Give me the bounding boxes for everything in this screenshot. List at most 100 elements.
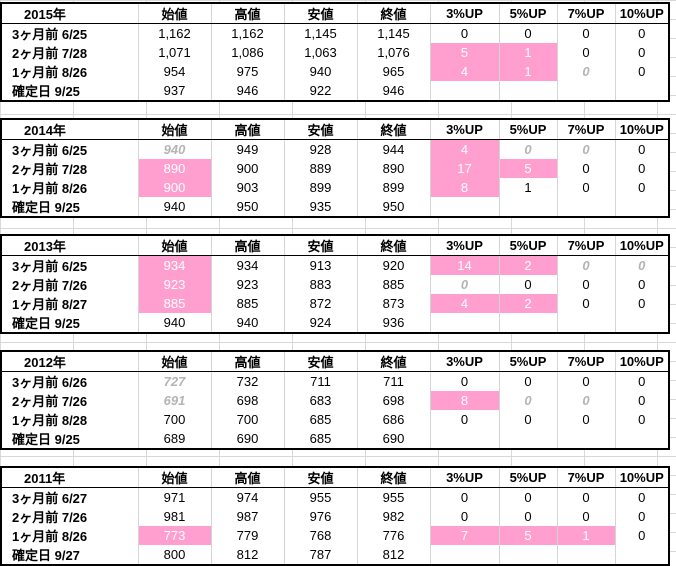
data-cell[interactable] [498,197,557,216]
data-cell[interactable] [556,429,615,448]
data-cell[interactable]: 949 [210,139,284,159]
data-cell[interactable]: 0 [556,255,615,275]
data-cell[interactable]: 903 [210,178,284,197]
row-label[interactable]: 3ヶ月前 6/27 [12,491,88,506]
data-cell[interactable]: 1,162 [210,23,284,43]
row-label[interactable]: 2ヶ月前 7/28 [12,162,88,177]
row-label[interactable]: 1ヶ月前 8/26 [12,181,88,196]
column-header[interactable]: 7%UP [556,4,615,24]
data-cell[interactable] [429,197,499,216]
data-cell[interactable]: 0 [556,43,615,62]
data-cell[interactable]: 727 [137,371,211,391]
data-cell[interactable]: 0 [556,391,615,410]
data-cell[interactable]: 940 [137,139,211,159]
data-cell[interactable]: 812 [210,545,284,564]
data-cell[interactable]: 937 [137,81,211,100]
row-label[interactable]: 確定日 9/25 [12,84,80,99]
data-cell[interactable]: 0 [556,23,615,43]
data-cell[interactable]: 0 [556,178,615,197]
data-cell[interactable]: 779 [210,526,284,545]
data-cell[interactable]: 17 [429,159,499,178]
data-cell[interactable]: 0 [429,371,499,391]
data-cell[interactable]: 0 [556,371,615,391]
data-cell[interactable]: 1,071 [137,43,211,62]
data-cell[interactable]: 981 [137,507,211,526]
data-cell[interactable]: 4 [429,294,499,313]
data-cell[interactable] [498,429,557,448]
data-cell[interactable]: 698 [356,391,430,410]
data-cell[interactable]: 965 [356,62,430,81]
data-cell[interactable]: 787 [283,545,357,564]
data-cell[interactable]: 1 [498,62,557,81]
column-header[interactable]: 高値 [210,120,284,140]
data-cell[interactable]: 0 [556,62,615,81]
data-cell[interactable]: 890 [137,159,211,178]
data-cell[interactable]: 940 [137,313,211,332]
data-cell[interactable]: 0 [614,43,668,62]
column-header[interactable]: 始値 [137,120,211,140]
data-cell[interactable]: 974 [210,487,284,507]
data-cell[interactable]: 5 [498,159,557,178]
data-cell[interactable]: 0 [429,410,499,429]
data-cell[interactable]: 711 [356,371,430,391]
data-cell[interactable]: 7 [429,526,499,545]
data-cell[interactable]: 982 [356,507,430,526]
data-cell[interactable]: 946 [356,81,430,100]
data-cell[interactable]: 0 [614,23,668,43]
column-header[interactable]: 安値 [283,236,357,256]
data-cell[interactable]: 690 [356,429,430,448]
column-header[interactable]: 3%UP [429,236,499,256]
column-header[interactable]: 5%UP [498,120,557,140]
data-cell[interactable]: 773 [137,526,211,545]
data-cell[interactable]: 936 [356,313,430,332]
data-cell[interactable]: 700 [137,410,211,429]
data-cell[interactable]: 885 [356,275,430,294]
data-cell[interactable]: 0 [556,507,615,526]
data-cell[interactable]: 685 [283,429,357,448]
data-cell[interactable]: 2 [498,294,557,313]
data-cell[interactable]: 0 [498,139,557,159]
data-cell[interactable]: 689 [137,429,211,448]
data-cell[interactable]: 0 [614,275,668,294]
data-cell[interactable]: 955 [356,487,430,507]
data-cell[interactable]: 889 [283,159,357,178]
data-cell[interactable]: 776 [356,526,430,545]
column-header[interactable]: 終値 [356,236,430,256]
column-header[interactable]: 10%UP [614,468,668,488]
data-cell[interactable]: 732 [210,371,284,391]
data-cell[interactable] [498,81,557,100]
data-cell[interactable]: 1 [498,43,557,62]
column-header[interactable]: 高値 [210,236,284,256]
column-header[interactable]: 3%UP [429,468,499,488]
data-cell[interactable] [556,313,615,332]
row-label[interactable]: 3ヶ月前 6/25 [12,27,88,42]
row-label[interactable]: 確定日 9/25 [12,200,80,215]
row-label[interactable]: 確定日 9/25 [12,432,80,447]
data-cell[interactable]: 883 [283,275,357,294]
column-header[interactable]: 10%UP [614,352,668,372]
data-cell[interactable]: 686 [356,410,430,429]
data-cell[interactable]: 0 [498,487,557,507]
data-cell[interactable]: 0 [498,371,557,391]
column-header[interactable]: 5%UP [498,236,557,256]
data-cell[interactable]: 711 [283,371,357,391]
data-cell[interactable]: 0 [498,391,557,410]
column-header[interactable]: 7%UP [556,468,615,488]
data-cell[interactable]: 934 [137,255,211,275]
row-label[interactable]: 1ヶ月前 8/26 [12,529,88,544]
data-cell[interactable]: 4 [429,62,499,81]
data-cell[interactable]: 0 [429,487,499,507]
data-cell[interactable]: 890 [356,159,430,178]
data-cell[interactable]: 975 [210,62,284,81]
row-label[interactable]: 2ヶ月前 7/26 [12,278,88,293]
data-cell[interactable]: 950 [210,197,284,216]
data-cell[interactable]: 950 [356,197,430,216]
data-cell[interactable] [614,81,668,100]
data-cell[interactable]: 0 [498,507,557,526]
data-cell[interactable] [429,429,499,448]
data-cell[interactable]: 899 [356,178,430,197]
data-cell[interactable]: 8 [429,178,499,197]
column-header[interactable]: 終値 [356,352,430,372]
data-cell[interactable]: 0 [556,139,615,159]
data-cell[interactable]: 899 [283,178,357,197]
